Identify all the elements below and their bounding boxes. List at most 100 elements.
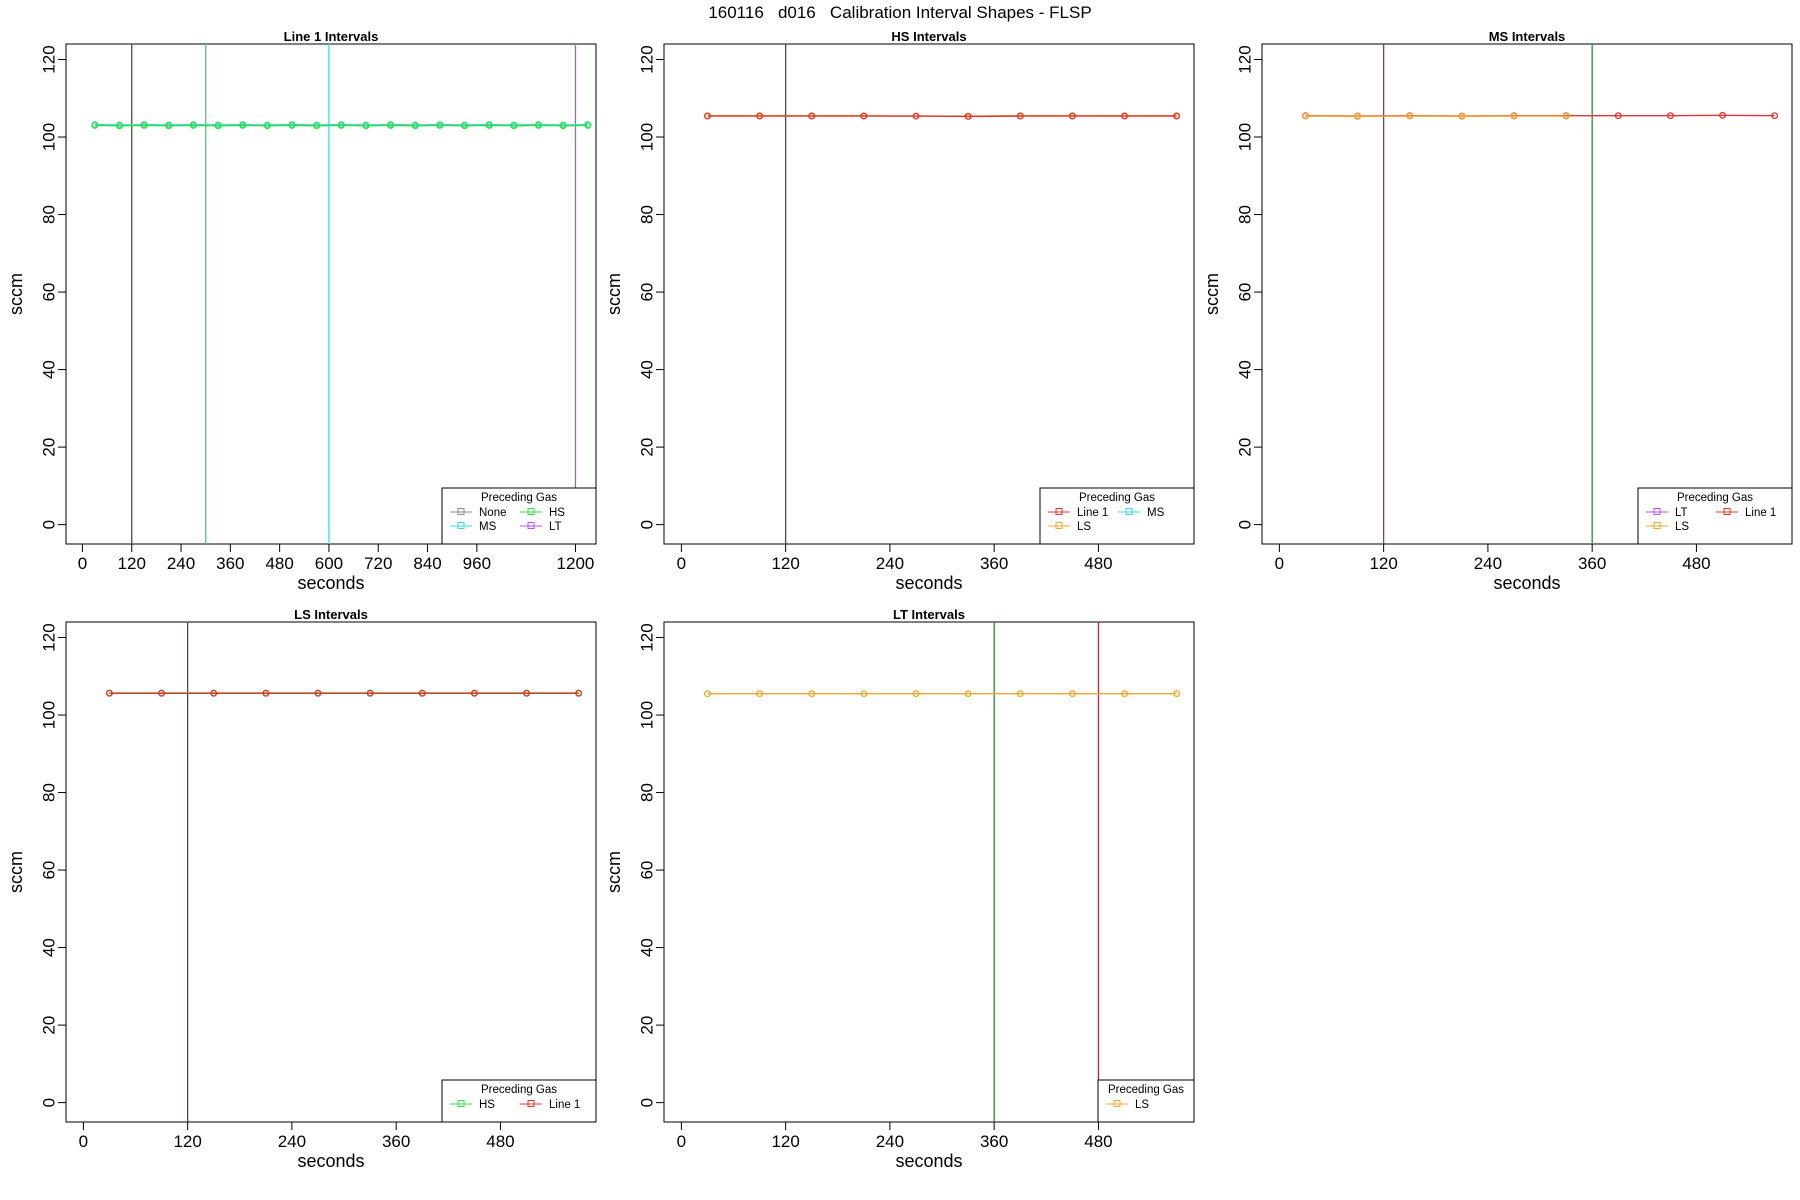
data-point bbox=[964, 690, 972, 698]
legend-entry-lt: LT bbox=[1675, 507, 1688, 519]
x-tick-label: 360 bbox=[382, 1132, 410, 1151]
x-tick-label: 480 bbox=[486, 1132, 514, 1151]
y-tick-label: 120 bbox=[39, 623, 58, 651]
data-point bbox=[1016, 112, 1024, 120]
x-axis-label: seconds bbox=[895, 1151, 962, 1171]
legend-swatch-marker bbox=[527, 1100, 535, 1107]
y-tick-label: 60 bbox=[1235, 283, 1254, 302]
data-point bbox=[964, 113, 972, 120]
data-point bbox=[523, 689, 530, 697]
y-tick-label: 100 bbox=[637, 701, 656, 729]
y-tick-label: 80 bbox=[39, 783, 58, 802]
series-hs bbox=[91, 121, 592, 130]
x-tick-label: 720 bbox=[364, 554, 392, 573]
y-tick-label: 0 bbox=[1235, 520, 1254, 529]
legend-box bbox=[1039, 487, 1195, 545]
x-tick-label: 240 bbox=[876, 1132, 904, 1151]
series-line-1 bbox=[105, 689, 583, 697]
legend-title: Preceding Gas bbox=[1108, 1084, 1184, 1096]
legend-entry-line-1: Line 1 bbox=[549, 1099, 580, 1111]
panel-title: Line 1 Intervals bbox=[284, 29, 379, 44]
x-axis-label: seconds bbox=[1493, 573, 1560, 593]
panel-lt-intervals: LT Intervals 0 120 240 360 480 0 20 40 60 80 100 120… bbox=[598, 603, 1198, 1183]
y-axis-label: sccm bbox=[604, 273, 624, 315]
legend-swatch-marker bbox=[457, 1100, 465, 1107]
y-tick-label: 100 bbox=[39, 123, 58, 151]
data-point bbox=[263, 122, 271, 130]
series-ls bbox=[1301, 112, 1570, 120]
data-point bbox=[1458, 113, 1466, 120]
x-tick-label: 600 bbox=[315, 554, 343, 573]
x-tick-label: 360 bbox=[980, 1132, 1008, 1151]
legend-entry-line-1: Line 1 bbox=[1077, 507, 1108, 519]
x-tick-label: 480 bbox=[1084, 1132, 1112, 1151]
x-tick-label: 360 bbox=[216, 554, 244, 573]
chart-svg: LT Intervals 0 120 240 360 480 0 20 40 60 80 100 120… bbox=[604, 607, 1195, 1171]
legend-entry-hs: HS bbox=[479, 1099, 495, 1111]
y-tick-label: 40 bbox=[637, 938, 656, 957]
legend-entry-ls: LS bbox=[1077, 521, 1091, 533]
data-point bbox=[105, 689, 113, 697]
data-point bbox=[559, 122, 567, 130]
data-point bbox=[91, 121, 99, 129]
legend-swatch-marker bbox=[527, 508, 535, 515]
data-point bbox=[1719, 111, 1726, 119]
legend-swatch-marker bbox=[457, 522, 465, 529]
figure-title: 160116 d016 Calibration Interval Shapes … bbox=[708, 3, 1092, 22]
legend: Preceding Gas LT Line 1 LS bbox=[1637, 487, 1793, 545]
data-point bbox=[808, 690, 816, 698]
data-point bbox=[313, 122, 321, 130]
data-point bbox=[411, 122, 419, 130]
plot-frame bbox=[1261, 43, 1793, 545]
data-point bbox=[362, 122, 370, 130]
data-point bbox=[314, 689, 322, 697]
x-tick-label: 960 bbox=[463, 554, 491, 573]
data-point bbox=[1121, 112, 1128, 120]
data-point bbox=[461, 122, 468, 130]
x-tick-label: 1200 bbox=[557, 554, 595, 573]
data-point bbox=[1406, 112, 1414, 120]
y-tick-label: 60 bbox=[39, 861, 58, 880]
data-point bbox=[1354, 113, 1362, 120]
y-tick-label: 0 bbox=[637, 520, 656, 529]
panel-ms-intervals: MS Intervals 0 120 240 360 480 0 20 40 60 80 100 120… bbox=[1196, 25, 1796, 605]
x-tick-label: 360 bbox=[980, 554, 1008, 573]
legend-entry-none: None bbox=[479, 507, 507, 519]
panel-title: LT Intervals bbox=[893, 607, 965, 622]
x-axis-label: seconds bbox=[297, 1151, 364, 1171]
panel-title: LS Intervals bbox=[294, 607, 368, 622]
y-tick-label: 40 bbox=[1235, 360, 1254, 379]
data-point bbox=[1016, 690, 1024, 698]
x-tick-label: 0 bbox=[677, 1132, 686, 1151]
x-tick-label: 120 bbox=[771, 554, 799, 573]
legend-swatch-marker bbox=[527, 522, 535, 529]
x-tick-label: 480 bbox=[1084, 554, 1112, 573]
panel-line1-intervals: Line 1 Intervals 0 120 240 360 480 600 720 840 96… bbox=[0, 25, 600, 605]
y-tick-label: 80 bbox=[39, 205, 58, 224]
legend: Preceding Gas LS bbox=[1097, 1079, 1195, 1123]
y-tick-label: 100 bbox=[637, 123, 656, 151]
x-axis-label: seconds bbox=[297, 573, 364, 593]
data-point bbox=[1510, 112, 1518, 120]
legend-swatch-marker bbox=[1653, 508, 1661, 515]
data-point bbox=[470, 689, 478, 697]
legend-swatch-marker bbox=[457, 508, 465, 515]
y-tick-label: 120 bbox=[637, 45, 656, 73]
y-tick-label: 120 bbox=[39, 45, 58, 73]
y-tick-label: 100 bbox=[1235, 123, 1254, 151]
data-point bbox=[189, 121, 197, 129]
legend-entry-ms: MS bbox=[479, 521, 497, 533]
y-tick-label: 80 bbox=[1235, 205, 1254, 224]
legend-entry-ls: LS bbox=[1675, 521, 1689, 533]
data-point bbox=[337, 121, 345, 129]
data-point bbox=[262, 689, 270, 697]
panel-ls-intervals: LS Intervals 0 120 240 360 480 0 20 40 60 80 100 120… bbox=[0, 603, 600, 1183]
legend-swatch-marker bbox=[1653, 522, 1661, 529]
legend-title: Preceding Gas bbox=[1677, 492, 1753, 504]
x-tick-label: 0 bbox=[79, 1132, 88, 1151]
legend-entry-ls: LS bbox=[1135, 1099, 1149, 1111]
legend-title: Preceding Gas bbox=[481, 1084, 557, 1096]
x-tick-label: 240 bbox=[167, 554, 195, 573]
legend: Preceding Gas Line 1 MS LS bbox=[1039, 487, 1195, 545]
